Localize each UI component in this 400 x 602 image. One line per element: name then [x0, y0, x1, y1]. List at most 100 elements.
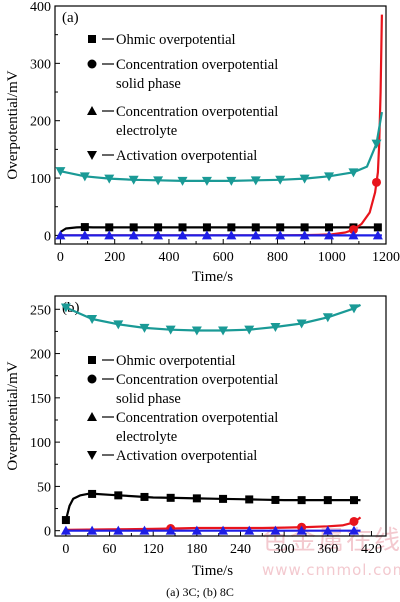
data-point: [275, 175, 286, 185]
data-point: [113, 525, 124, 535]
data-point: [322, 525, 333, 535]
data-point: [324, 172, 335, 182]
data-point: [105, 223, 114, 232]
data-point: [139, 525, 150, 535]
data-point: [61, 516, 70, 525]
x-tick-label: 0: [57, 250, 64, 265]
data-point: [270, 322, 281, 332]
data-point: [113, 320, 124, 330]
data-point: [201, 230, 212, 240]
data-point: [202, 223, 211, 232]
data-point: [323, 496, 332, 505]
data-point: [192, 494, 201, 503]
data-point: [191, 525, 202, 535]
data-point: [128, 230, 139, 240]
data-point: [270, 525, 281, 535]
legend-entry: electrolyte: [116, 123, 177, 139]
data-point: [87, 315, 98, 325]
plot-frame: [54, 295, 387, 537]
y-tick-label: 100: [30, 172, 51, 187]
legend: Ohmic overpotential Concentration overpot…: [87, 353, 278, 464]
data-point: [154, 223, 163, 232]
series-triangle-up: [55, 230, 383, 240]
data-point: [218, 326, 229, 336]
legend-marker: [87, 151, 97, 160]
data-point: [191, 326, 202, 336]
data-point: [128, 175, 139, 185]
data-point: [201, 176, 212, 186]
legend-entry: Ohmic overpotential: [116, 32, 236, 48]
legend-marker: [87, 374, 97, 384]
data-point: [88, 489, 97, 498]
data-point: [177, 230, 188, 240]
series-line: [65, 303, 362, 332]
y-tick-label: 400: [30, 0, 51, 15]
legend-entry: Activation overpotential: [116, 448, 257, 464]
legend-entry: electrolyte: [116, 429, 177, 445]
series-line: [60, 111, 383, 182]
x-axis-label: Time/s: [192, 563, 233, 579]
x-tick-label: 240: [230, 542, 251, 557]
legend-marker: [88, 356, 96, 364]
data-point: [324, 230, 335, 240]
data-point: [79, 230, 90, 240]
series-triangle-up: [60, 525, 361, 535]
data-point: [250, 176, 261, 186]
figure-caption: (a) 3C; (b) 8C: [166, 585, 234, 599]
data-point: [129, 223, 138, 232]
data-point: [153, 230, 164, 240]
x-tick-label: 400: [158, 250, 179, 265]
series-square: [61, 489, 361, 525]
legend-marker: [88, 35, 96, 43]
data-point: [349, 516, 359, 526]
x-tick-label: 60: [103, 542, 117, 557]
data-point: [114, 491, 123, 500]
data-point: [348, 525, 359, 535]
legend-entry: Concentration overpotential: [116, 410, 278, 426]
legend-entry: Ohmic overpotential: [116, 353, 236, 369]
y-tick-label: 0: [44, 525, 51, 540]
x-tick-label: 800: [267, 250, 288, 265]
x-axis-label: Time/s: [192, 269, 233, 285]
chart-panel-b: 0 60 120 180 240 300 360 420 0 50 100 150 200 250 Time…: [5, 295, 387, 579]
data-point: [55, 167, 66, 177]
data-point: [349, 496, 358, 505]
data-point: [104, 174, 115, 184]
data-point: [165, 525, 176, 535]
data-point: [60, 303, 71, 313]
data-point: [140, 492, 149, 501]
data-point: [299, 230, 310, 240]
data-point: [322, 313, 333, 323]
y-tick-label: 250: [30, 303, 51, 318]
data-point: [251, 223, 260, 232]
data-point: [80, 223, 89, 232]
data-point: [166, 493, 175, 502]
series-triangle-down: [55, 111, 383, 186]
data-point: [178, 223, 187, 232]
legend-entry: Concentration overpotential: [116, 372, 278, 388]
legend: Ohmic overpotential Concentration overpot…: [87, 32, 278, 164]
legend-entry: solid phase: [116, 76, 181, 92]
x-tick-label: 120: [143, 542, 164, 557]
legend-entry: Concentration overpotential: [116, 104, 278, 120]
plot-frame: [54, 5, 387, 245]
y-tick-label: 300: [30, 57, 51, 72]
chart-panel-a: 0 200 400 600 800 1000 1200 0 100 200 300 400 Time/s…: [5, 0, 400, 285]
y-tick-label: 200: [30, 348, 51, 363]
data-point: [271, 495, 280, 504]
x-tick-label: 600: [213, 250, 234, 265]
x-tick-label: 1000: [318, 250, 346, 265]
y-axis-label: Overpotential/mV: [5, 70, 21, 179]
data-point: [297, 496, 306, 505]
data-point: [153, 176, 164, 186]
legend-marker: [87, 412, 97, 421]
y-axis-label: Overpotential/mV: [5, 361, 21, 470]
y-tick-label: 150: [30, 392, 51, 407]
x-tick-label: 360: [317, 542, 338, 557]
data-point: [372, 177, 382, 187]
legend-entry: Concentration overpotential: [116, 57, 278, 73]
panel-label: (a): [62, 10, 79, 26]
data-point: [87, 525, 98, 535]
x-tick-label: 0: [62, 542, 69, 557]
data-point: [244, 525, 255, 535]
